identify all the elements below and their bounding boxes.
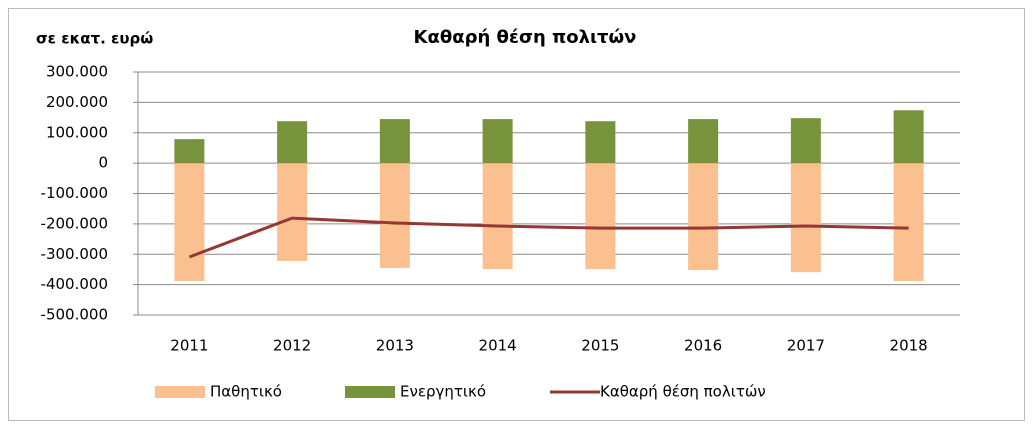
bar — [688, 119, 719, 164]
x-tick-label: 2012 — [273, 337, 311, 355]
y-tick-label: -100.000 — [41, 184, 108, 202]
bar — [585, 163, 616, 270]
bar — [379, 163, 410, 268]
y-tick-label: 100.000 — [46, 123, 108, 141]
legend-label: Ενεργητικό — [400, 383, 486, 401]
bar — [379, 119, 410, 164]
x-tick-label: 2018 — [890, 337, 928, 355]
bar — [688, 163, 719, 271]
bar — [893, 163, 924, 281]
y-tick-label: 200.000 — [46, 93, 108, 111]
x-tick-label: 2015 — [581, 337, 619, 355]
bar — [174, 163, 205, 281]
x-tick-label: 2014 — [479, 337, 517, 355]
chart-frame — [8, 8, 1025, 421]
x-tick-label: 2011 — [170, 337, 208, 355]
y-tick-label: 300.000 — [46, 63, 108, 81]
y-tick-label: 0 — [98, 154, 108, 172]
bar — [790, 118, 821, 164]
legend-label: Καθαρή θέση πολιτών — [600, 383, 766, 401]
bar — [482, 163, 513, 270]
y-tick-label: -500.000 — [41, 306, 108, 324]
x-tick-label: 2017 — [787, 337, 825, 355]
legend-label: Παθητικό — [210, 383, 282, 401]
y-tick-label: -300.000 — [41, 245, 108, 263]
bar — [277, 121, 308, 164]
bar — [482, 119, 513, 164]
y-tick-label: -200.000 — [41, 214, 108, 232]
chart-title: Καθαρή θέση πολιτών — [414, 27, 637, 48]
bar — [174, 139, 205, 164]
legend-swatch — [345, 386, 395, 398]
bar — [893, 110, 924, 164]
y-tick-label: -400.000 — [41, 275, 108, 293]
bar — [585, 121, 616, 164]
bar — [277, 163, 308, 261]
bar — [790, 163, 821, 273]
x-tick-label: 2013 — [376, 337, 414, 355]
legend-swatch — [155, 386, 205, 398]
x-tick-label: 2016 — [684, 337, 722, 355]
line — [188, 216, 909, 259]
y-axis-label: σε εκατ. ευρώ — [36, 30, 153, 48]
